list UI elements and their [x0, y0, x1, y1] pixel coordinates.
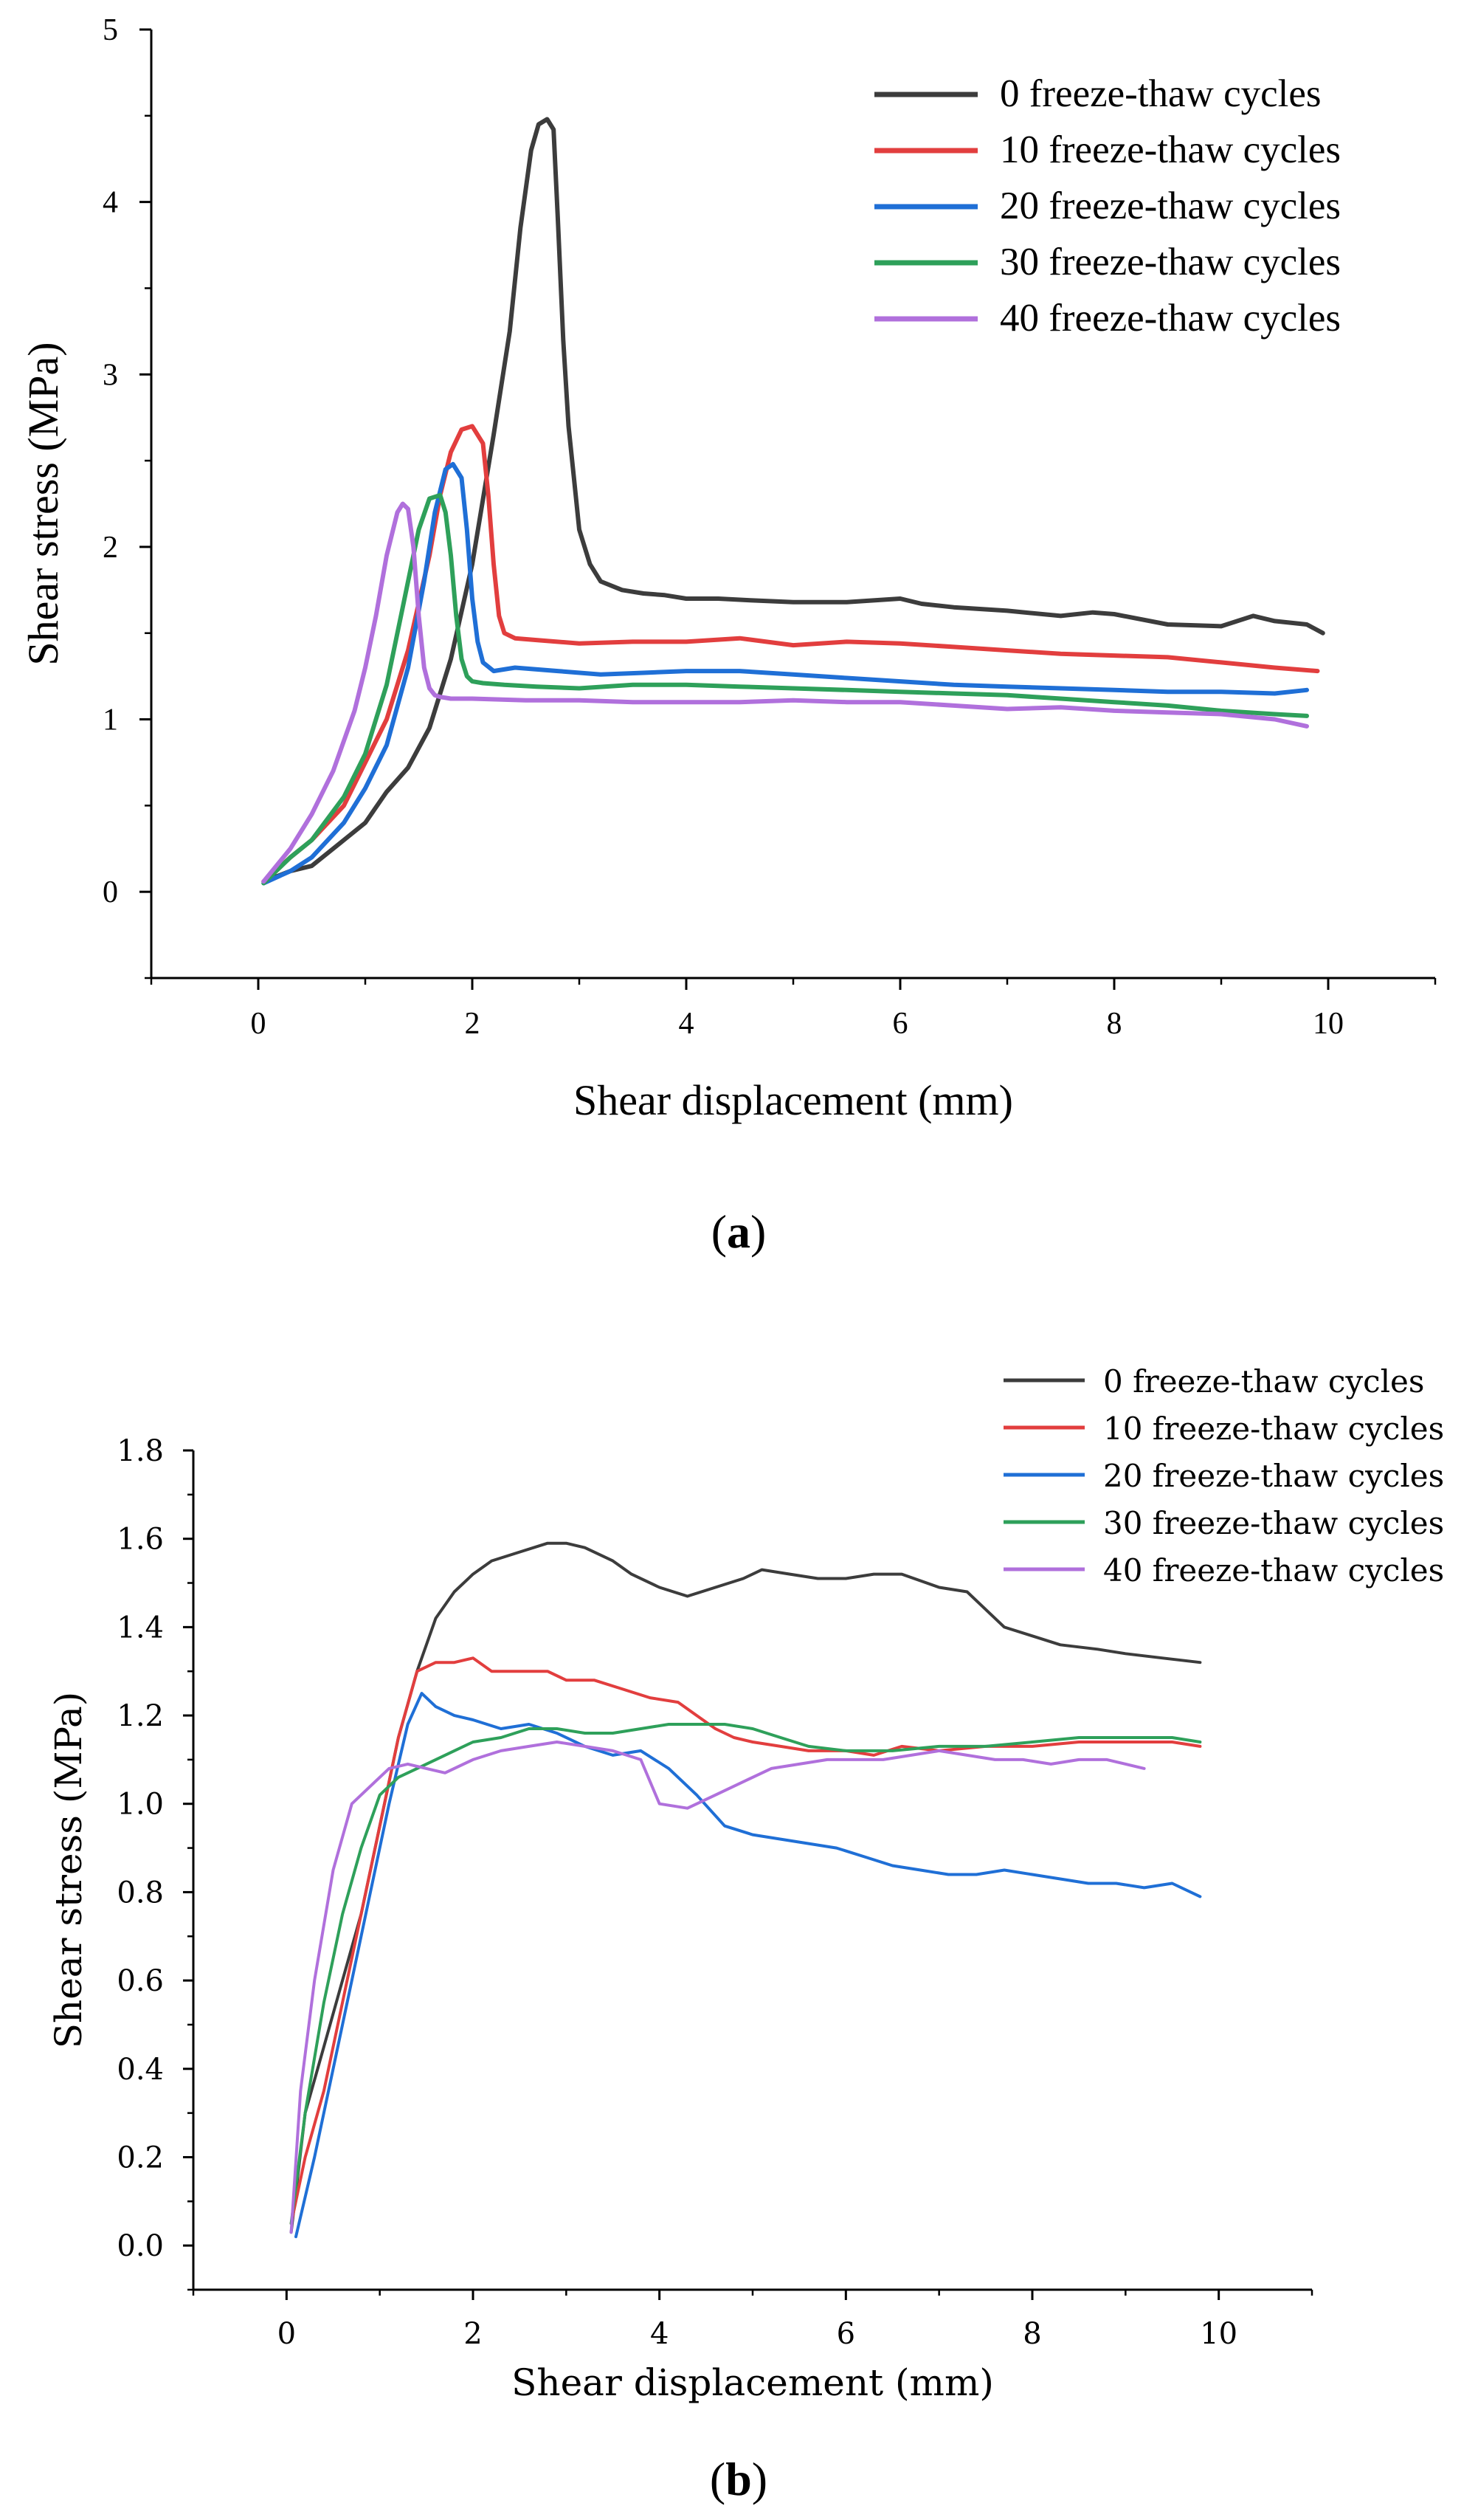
x-tick-label: 6 [893, 1007, 908, 1041]
y-tick-label: 0.4 [117, 2053, 164, 2087]
series-line-0 [261, 117, 1325, 884]
series-line-4 [261, 501, 1309, 884]
y-tick-label: 1.2 [117, 1699, 164, 1733]
legend-label: 40 freeze-thaw cycles [1000, 297, 1341, 340]
y-tick-label: 0.8 [117, 1876, 164, 1910]
series-line-1 [289, 1656, 1202, 2225]
x-axis-title: Shear displacement (mm) [573, 1076, 1013, 1124]
x-tick-label: 2 [465, 1007, 480, 1041]
y-tick-label: 5 [103, 13, 118, 47]
y-tick-label: 1.0 [117, 1788, 164, 1822]
y-tick-label: 1.8 [117, 1434, 164, 1468]
legend-label: 20 freeze-thaw cycles [1103, 1458, 1444, 1494]
legend-label: 40 freeze-thaw cycles [1103, 1552, 1444, 1588]
legend-label: 0 freeze-thaw cycles [1103, 1363, 1424, 1400]
series-line-3 [289, 1723, 1202, 2225]
x-tick-label: 2 [463, 2317, 482, 2351]
x-tick-label: 0 [277, 2317, 296, 2351]
y-tick-label: 0.0 [117, 2229, 164, 2263]
y-tick-label: 4 [103, 186, 118, 220]
x-tick-label: 6 [837, 2317, 855, 2351]
y-tick-label: 0 [103, 875, 118, 909]
legend: 0 freeze-thaw cycles 10 freeze-thaw cycle… [1004, 1363, 1444, 1588]
series-line-1 [261, 424, 1320, 884]
series-line-2 [294, 1692, 1202, 2239]
x-tick-label: 10 [1200, 2317, 1237, 2351]
legend-label: 30 freeze-thaw cycles [1000, 241, 1341, 283]
panel-label: (b) [710, 2453, 767, 2505]
legend: 0 freeze-thaw cycles 10 freeze-thaw cycle… [874, 72, 1341, 340]
x-tick-label: 0 [251, 1007, 266, 1041]
x-tick-label: 4 [650, 2317, 669, 2351]
x-tick-label: 10 [1313, 1007, 1344, 1041]
legend-label: 30 freeze-thaw cycles [1103, 1505, 1444, 1541]
y-tick-label: 0.6 [117, 1964, 164, 1998]
legend-label: 10 freeze-thaw cycles [1103, 1411, 1444, 1447]
y-tick-label: 2 [103, 531, 118, 565]
chart-a: 0 2 4 6 8 10 0 1 2 3 4 5 Shear displacement (mm) Shea… [19, 13, 1437, 1124]
series-line-0 [289, 1541, 1202, 2234]
panel-label: (a) [711, 1205, 767, 1258]
y-tick-label: 3 [103, 358, 118, 392]
legend-label: 0 freeze-thaw cycles [1000, 72, 1322, 115]
legend-label: 10 freeze-thaw cycles [1000, 128, 1341, 171]
y-axis-title: Shear stress (MPa) [47, 1692, 90, 2049]
series-line-3 [261, 492, 1309, 886]
y-tick-label: 1.4 [117, 1611, 164, 1645]
chart-b: 0 2 4 6 8 10 0.0 0.2 0.4 0.6 0.8 1.0 1.2 1.4 1.6 1.8 She… [47, 1363, 1444, 2404]
series-line-4 [289, 1741, 1146, 2234]
x-tick-label: 8 [1023, 2317, 1041, 2351]
legend-label: 20 freeze-thaw cycles [1000, 185, 1341, 227]
y-axis-title: Shear stress (MPa) [19, 342, 67, 665]
x-tick-label: 4 [679, 1007, 694, 1041]
series-line-2 [261, 461, 1309, 886]
x-tick-label: 8 [1107, 1007, 1122, 1041]
y-tick-label: 1 [103, 703, 118, 737]
y-tick-label: 1.6 [117, 1523, 164, 1557]
y-tick-label: 0.2 [117, 2141, 164, 2175]
x-axis-title: Shear displacement (mm) [511, 2361, 994, 2404]
